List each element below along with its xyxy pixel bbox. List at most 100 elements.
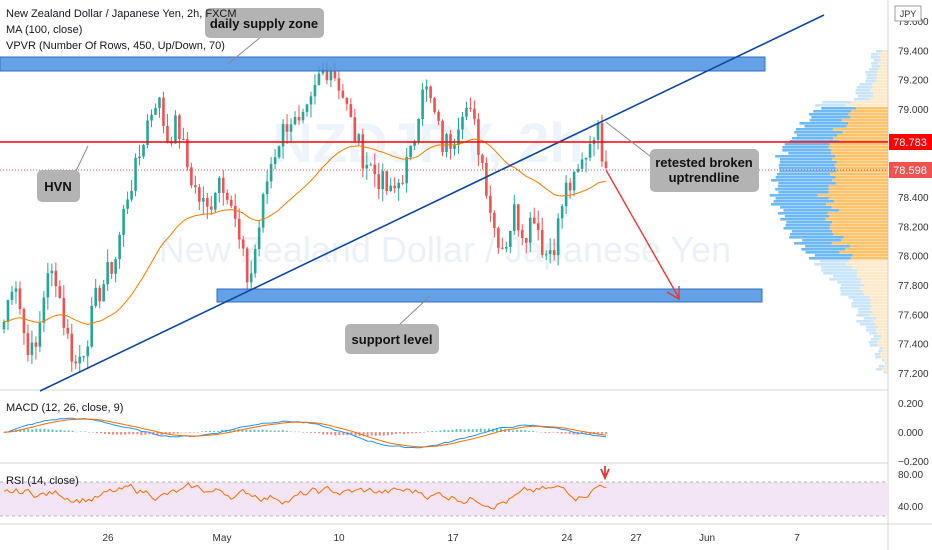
macd-histogram-bar	[382, 432, 385, 436]
volume-bar-down	[870, 62, 878, 65]
callout-text: daily supply zone	[210, 16, 318, 31]
volume-bar-down	[782, 146, 829, 149]
macd-histogram-bar	[209, 430, 212, 432]
candle-body	[572, 171, 576, 191]
callout-support-level[interactable]: support level	[345, 324, 439, 354]
volume-bar-up	[886, 362, 888, 365]
volume-bar-down	[876, 368, 882, 371]
projection-arrowhead-icon	[666, 286, 680, 301]
volume-bar-up	[829, 143, 888, 146]
volume-bar-down	[878, 365, 884, 368]
macd-histogram-bar	[221, 429, 224, 432]
volume-bar-up	[877, 344, 888, 347]
candle-body	[82, 356, 86, 358]
time-tick-label: 27	[630, 533, 642, 544]
candle-body	[329, 70, 333, 81]
candle-body	[265, 181, 269, 195]
volume-bar-down	[775, 197, 829, 200]
macd-histogram-bar	[95, 432, 98, 434]
volume-bar-up	[884, 359, 888, 362]
volume-bar-down	[868, 341, 878, 344]
candle-body	[445, 134, 448, 153]
macd-histogram-bar	[354, 432, 357, 436]
volume-bar-down	[837, 281, 861, 284]
macd-histogram-bar	[112, 432, 115, 435]
price-axis[interactable]: 77.200 77.400 77.600 77.800 78.000 78.200 78.4…	[898, 17, 929, 380]
volume-bar-down	[780, 218, 826, 221]
volume-bar-down	[789, 236, 844, 239]
volume-bar-up	[832, 158, 888, 161]
macd-histogram-bar	[297, 431, 300, 433]
volume-bar-up	[871, 305, 888, 308]
macd-histogram-bar	[322, 432, 325, 435]
candle-body	[361, 134, 365, 169]
candle-body	[42, 297, 46, 323]
daily-supply-zone[interactable]	[0, 56, 766, 72]
macd-histogram-bar	[168, 432, 171, 435]
volume-bar-up	[881, 59, 888, 62]
volume-bar-up	[842, 131, 888, 134]
candle-body	[441, 120, 444, 153]
volume-bar-down	[855, 92, 874, 95]
candle-body	[576, 168, 580, 172]
macd-histogram-bar	[362, 432, 365, 437]
candle-body	[225, 193, 229, 200]
macd-histogram-bar	[548, 432, 551, 433]
volume-bar-up	[875, 80, 888, 83]
volume-bar-up	[870, 89, 888, 92]
candle-body	[46, 273, 50, 298]
candle-body	[221, 177, 225, 194]
volume-bar-down	[794, 131, 843, 134]
support-zone[interactable]	[216, 288, 763, 303]
macd-histogram-bar	[568, 432, 571, 434]
volume-bar-up	[848, 122, 888, 125]
volume-bar-up	[832, 221, 888, 224]
volume-bar-up	[846, 125, 888, 128]
macd-histogram-bar	[91, 432, 94, 433]
macd-histogram-bar	[192, 432, 195, 433]
uptrend-line[interactable]	[39, 14, 825, 392]
time-axis[interactable]: 26 May 10 17 24 27 Jun 7	[102, 533, 800, 544]
macd-histogram-bar	[560, 432, 563, 434]
volume-bar-down	[851, 302, 871, 305]
callout-hvn[interactable]: HVN	[37, 170, 80, 202]
candle-body	[241, 239, 245, 249]
volume-bar-up	[850, 101, 888, 104]
volume-bar-up	[876, 74, 888, 77]
candle-body	[556, 218, 560, 256]
macd-histogram-bar	[411, 432, 414, 434]
ma-100-line	[3, 138, 607, 325]
volume-bar-down	[823, 272, 858, 275]
candle-body	[301, 111, 305, 121]
candle-body	[317, 73, 321, 85]
volume-bar-up	[833, 233, 888, 236]
macd-histogram-bar	[184, 432, 187, 433]
candle-body	[345, 97, 349, 105]
callout-daily-supply-zone[interactable]: daily supply zone	[205, 8, 324, 38]
volume-bar-down	[856, 86, 873, 89]
candle-body	[365, 164, 369, 169]
macd-histogram-bar	[205, 431, 208, 432]
candle-body	[425, 86, 428, 90]
volume-bar-up	[882, 350, 888, 353]
time-tick-label: 7	[794, 533, 800, 544]
macd-histogram-bar	[366, 432, 369, 437]
candle-body	[604, 161, 608, 168]
candle-body	[114, 259, 117, 274]
callout-retest[interactable]: retested broken uptrendline	[650, 149, 759, 192]
volume-bar-up	[877, 68, 888, 71]
volume-bar-down	[813, 110, 852, 113]
macd-histogram-bar	[43, 428, 46, 432]
macd-histogram-bar	[71, 430, 74, 432]
volume-bar-up	[831, 242, 888, 245]
macd-histogram-bar	[407, 432, 410, 434]
volume-bar-down	[799, 122, 849, 125]
candle-body	[154, 107, 157, 115]
macd-histogram-bar	[23, 428, 26, 432]
volume-bar-down	[809, 257, 851, 260]
macd-histogram-bar	[439, 430, 442, 432]
projection-arrow[interactable]	[605, 169, 680, 299]
candle-body	[524, 238, 528, 243]
candle-body	[170, 142, 173, 144]
